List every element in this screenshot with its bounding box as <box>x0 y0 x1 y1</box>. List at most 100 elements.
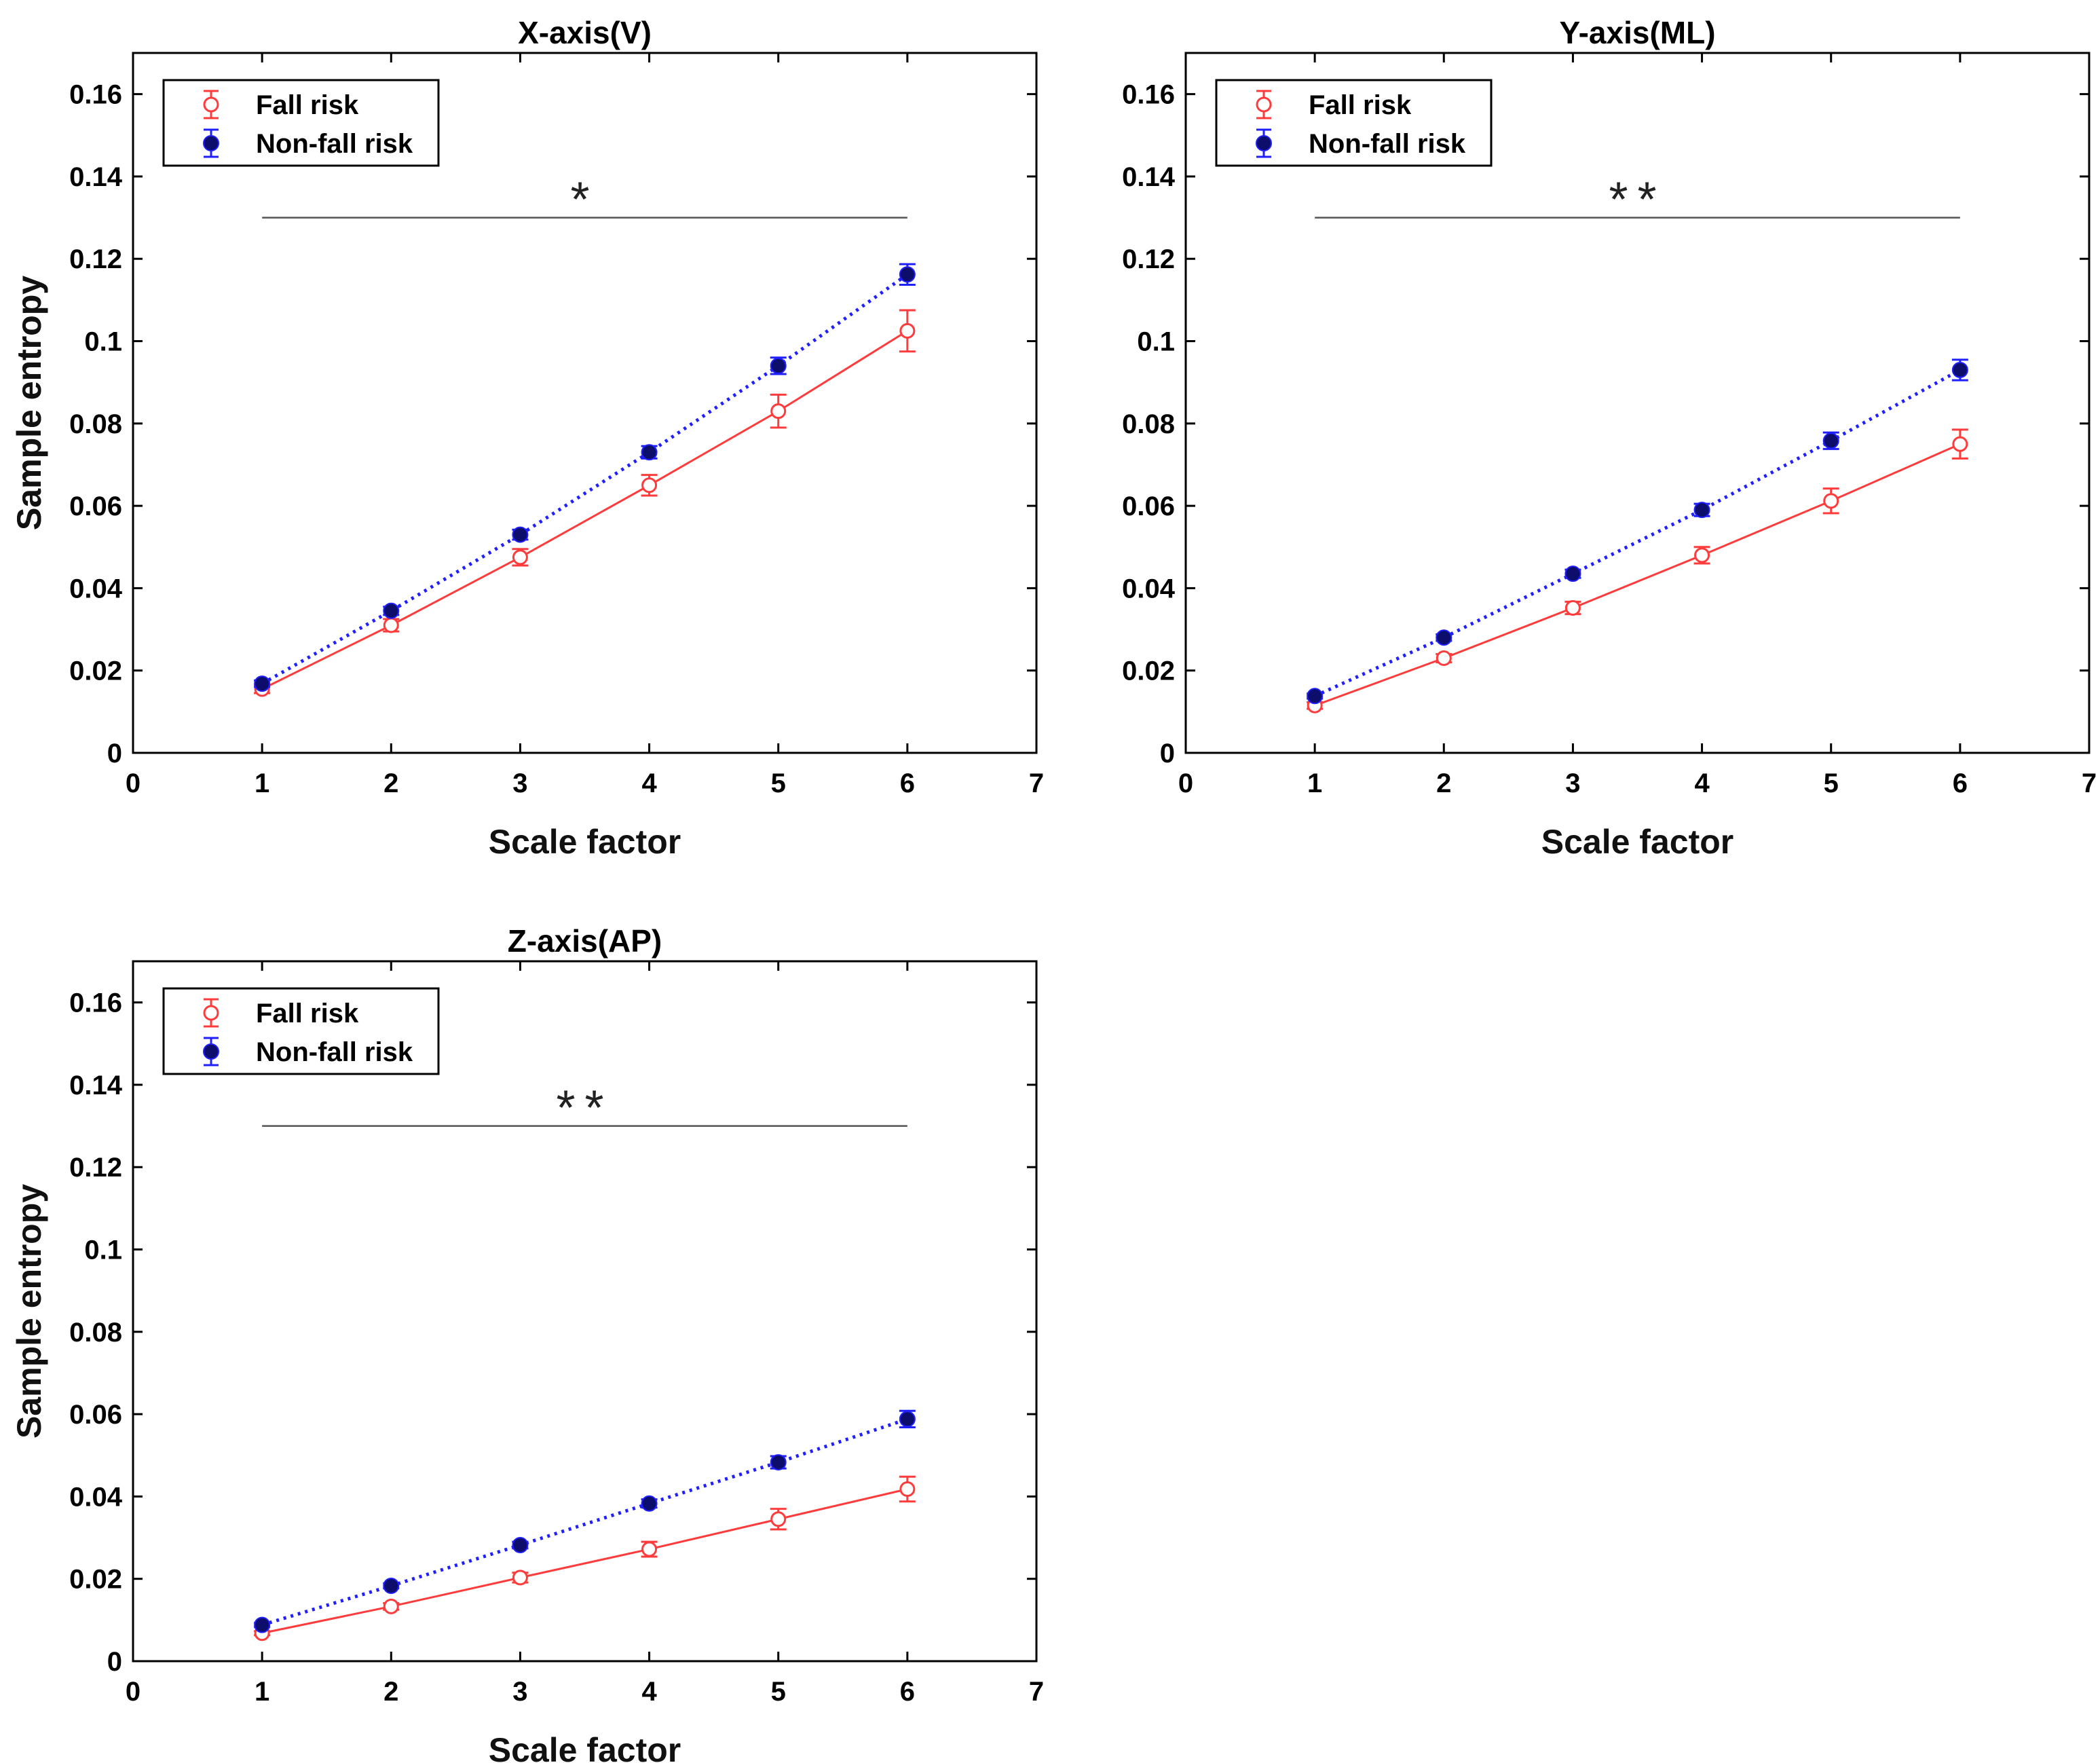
data-point <box>770 1511 787 1527</box>
y-tick-label: 0.08 <box>69 409 122 439</box>
y-tick-label: 0.02 <box>69 656 122 686</box>
legend-label: Non-fall risk <box>1309 129 1466 159</box>
data-point <box>1693 502 1710 519</box>
data-point <box>1564 600 1581 616</box>
y-tick-label: 0.06 <box>1122 491 1175 521</box>
x-tick-label: 0 <box>126 768 140 798</box>
data-point <box>641 477 658 494</box>
chart-panel-2: Y-axis(ML) 0 1 2 3 4 5 6 7 0 0.02 0.04 0.06 0.08 0.1 0.… <box>10 15 2097 861</box>
data-point <box>1822 432 1839 449</box>
data-point <box>641 1541 658 1557</box>
x-tick-label: 4 <box>641 768 657 798</box>
series-fall-risk <box>254 309 916 697</box>
significance-label: ** <box>1609 173 1666 227</box>
y-tick-label: 0.08 <box>1122 409 1175 439</box>
data-point <box>770 403 787 420</box>
legend-label: Non-fall risk <box>256 129 413 159</box>
x-tick-label: 0 <box>126 1677 140 1707</box>
x-tick-label: 7 <box>2082 768 2097 798</box>
legend-box <box>162 79 440 167</box>
axes-frame <box>132 960 1038 1663</box>
series-line <box>261 330 908 690</box>
series-line <box>261 1417 908 1627</box>
y-tick-label: 0.04 <box>69 1482 123 1512</box>
series-non-fall-risk <box>1307 358 1968 705</box>
data-point <box>512 549 528 565</box>
legend-label: Non-fall risk <box>256 1037 413 1067</box>
y-tick-label: 0.12 <box>69 244 122 274</box>
data-point <box>899 1481 916 1497</box>
legend-marker <box>1256 96 1272 113</box>
data-point <box>770 357 787 374</box>
series-line <box>1314 368 1962 698</box>
x-tick-label: 4 <box>1694 768 1710 798</box>
x-axis-label: Scale factor <box>489 823 681 861</box>
x-tick-label: 4 <box>641 1677 657 1707</box>
y-tick-label: 0.1 <box>84 327 122 357</box>
y-axis-label: Sample entropy <box>10 1184 48 1439</box>
chart-title: X-axis(V) <box>518 15 652 50</box>
data-point <box>899 266 916 283</box>
x-tick-label: 5 <box>771 1677 786 1707</box>
y-tick-label: 0.06 <box>69 491 122 521</box>
chart-title: Y-axis(ML) <box>1559 15 1715 50</box>
x-tick-label: 3 <box>512 768 527 798</box>
x-tick-label: 6 <box>900 768 915 798</box>
series-line <box>261 1488 908 1635</box>
x-axis-label: Scale factor <box>489 1731 681 1763</box>
y-tick-label: 0.14 <box>69 1071 123 1100</box>
significance-label: * <box>570 173 599 227</box>
data-point <box>770 1454 787 1471</box>
data-point <box>1823 493 1839 509</box>
x-tick-label: 5 <box>1824 768 1839 798</box>
y-axis-label: Sample entropy <box>10 276 48 530</box>
legend: Fall risk Non-fall risk <box>1215 79 1493 167</box>
series-line <box>1314 443 1961 707</box>
data-point <box>899 1411 916 1428</box>
chart-title: Z-axis(AP) <box>508 923 662 959</box>
data-point <box>1694 547 1710 563</box>
x-tick-label: 7 <box>1029 768 1044 798</box>
y-tick-label: 0.16 <box>1122 80 1175 110</box>
x-tick-label: 3 <box>1565 768 1580 798</box>
y-tick-label: 0 <box>107 739 122 768</box>
y-tick-label: 0.12 <box>1122 244 1175 274</box>
data-point <box>254 1616 271 1633</box>
series-non-fall-risk <box>254 263 916 692</box>
y-tick-label: 0 <box>1160 739 1175 768</box>
legend: Fall risk Non-fall risk <box>162 987 440 1075</box>
x-axis-label: Scale factor <box>1541 823 1733 861</box>
series-line <box>261 273 909 686</box>
y-tick-label: 0.02 <box>69 1565 122 1595</box>
y-tick-label: 0.1 <box>1137 327 1175 357</box>
data-point <box>1564 565 1581 582</box>
legend-label: Fall risk <box>1309 90 1412 120</box>
data-point <box>641 444 658 461</box>
x-tick-label: 1 <box>255 768 269 798</box>
data-point <box>383 602 400 619</box>
y-tick-label: 0.04 <box>1122 574 1176 604</box>
data-point <box>1436 650 1452 667</box>
x-tick-label: 2 <box>1436 768 1451 798</box>
data-point <box>1951 361 1968 378</box>
chart-panel-1: X-axis(V) 0 1 2 3 4 5 6 7 0 0.02 0.04 0.06 0.08 0.1 0.1… <box>10 15 1044 861</box>
legend-label: Fall risk <box>256 90 359 120</box>
x-tick-label: 1 <box>255 1677 269 1707</box>
data-point <box>512 1570 528 1586</box>
y-tick-label: 0.08 <box>69 1318 122 1348</box>
y-tick-label: 0.16 <box>69 80 122 110</box>
x-tick-label: 3 <box>512 1677 527 1707</box>
data-point <box>1952 436 1968 452</box>
x-tick-label: 7 <box>1029 1677 1044 1707</box>
legend: Fall risk Non-fall risk <box>162 79 440 167</box>
series-non-fall-risk <box>254 1409 916 1633</box>
legend-marker <box>203 135 219 151</box>
legend-box <box>1215 79 1493 167</box>
legend-marker <box>203 1005 219 1021</box>
data-point <box>641 1495 658 1512</box>
data-point <box>1307 688 1324 705</box>
data-point <box>383 1578 400 1595</box>
y-tick-label: 0.06 <box>69 1400 122 1430</box>
x-tick-label: 2 <box>383 1677 398 1707</box>
